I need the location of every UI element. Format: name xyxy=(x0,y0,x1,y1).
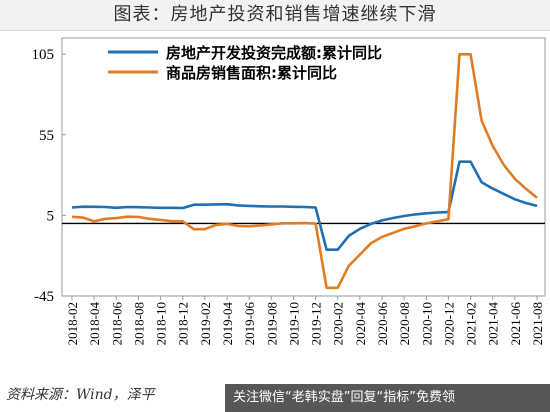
legend-label: 房地产开发投资完成额:累计同比 xyxy=(166,44,382,62)
x-tick-label: 2019-10 xyxy=(286,302,301,345)
x-tick-label: 2018-06 xyxy=(109,302,124,346)
y-tick-label: 5 xyxy=(47,208,55,224)
x-tick-label: 2019-04 xyxy=(220,302,235,346)
x-tick-label: 2018-10 xyxy=(154,302,169,345)
investment-series-line xyxy=(71,160,538,251)
x-tick-label: 2020-10 xyxy=(419,302,434,345)
figure-title: 图表：房地产投资和销售增速继续下滑 xyxy=(0,0,550,31)
y-tick-label: -45 xyxy=(34,289,54,305)
x-tick-label: 2021-08 xyxy=(530,302,545,345)
x-tick-label: 2020-06 xyxy=(375,302,390,346)
x-tick-label: 2018-08 xyxy=(131,302,146,345)
sales-series-line xyxy=(71,53,538,290)
y-tick-label: 55 xyxy=(39,128,54,144)
x-tick-label: 2020-02 xyxy=(331,302,346,345)
x-tick-label: 2021-02 xyxy=(464,302,479,345)
x-tick-label: 2020-04 xyxy=(353,302,368,346)
x-tick-label: 2018-12 xyxy=(176,302,191,345)
x-tick-label: 2019-02 xyxy=(198,302,213,345)
source-note: 资料来源：Wind，泽平 xyxy=(6,387,155,403)
x-tick-label: 2020-12 xyxy=(441,302,456,345)
promo-banner[interactable]: 关注微信“老韩实盘”回复“指标”免费领 xyxy=(225,384,550,412)
x-tick-label: 2019-06 xyxy=(242,302,257,346)
x-tick-label: 2020-08 xyxy=(397,302,412,345)
series-lines xyxy=(71,53,538,290)
x-tick-label: 2019-08 xyxy=(264,302,279,345)
x-axis-ticks: 2018-02 2018-04 2018-06 2018-08 2018-10 2018-… xyxy=(65,296,545,345)
x-tick-label: 2018-04 xyxy=(87,302,102,346)
x-tick-label: 2021-04 xyxy=(486,302,501,346)
legend-label: 商品房销售面积:累计同比 xyxy=(166,64,337,82)
x-tick-label: 2021-06 xyxy=(508,302,523,346)
y-tick-label: 105 xyxy=(32,47,55,63)
x-tick-label: 2019-12 xyxy=(309,302,324,345)
x-tick-label: 2018-02 xyxy=(65,302,80,345)
plot-frame xyxy=(61,37,546,297)
